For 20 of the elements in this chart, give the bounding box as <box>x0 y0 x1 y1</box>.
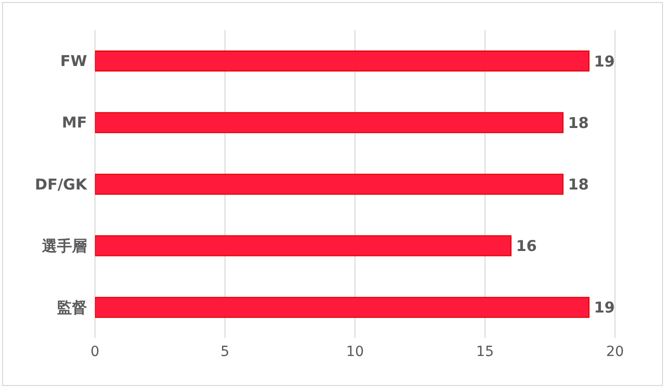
y-tick-label: MF <box>62 114 87 132</box>
y-tick-label: DF/GK <box>34 175 88 194</box>
x-tick-label: 5 <box>220 344 230 360</box>
bar <box>95 296 590 318</box>
x-tick-label: 10 <box>346 344 364 360</box>
data-label: 19 <box>594 52 615 70</box>
bar <box>95 174 564 195</box>
y-tick-label: 監督 <box>57 298 88 317</box>
data-label: 16 <box>516 237 537 256</box>
data-label: 19 <box>594 298 615 317</box>
data-label: 18 <box>568 114 589 132</box>
x-tick-label: 20 <box>606 344 624 360</box>
x-tick-label: 15 <box>476 344 494 360</box>
data-label: 18 <box>568 176 589 194</box>
bar <box>95 112 564 134</box>
x-tick-label: 0 <box>90 344 100 360</box>
bar <box>95 235 512 256</box>
bar <box>95 50 590 72</box>
y-tick-label: FW <box>60 52 88 70</box>
y-tick-label: 選手層 <box>41 236 87 255</box>
